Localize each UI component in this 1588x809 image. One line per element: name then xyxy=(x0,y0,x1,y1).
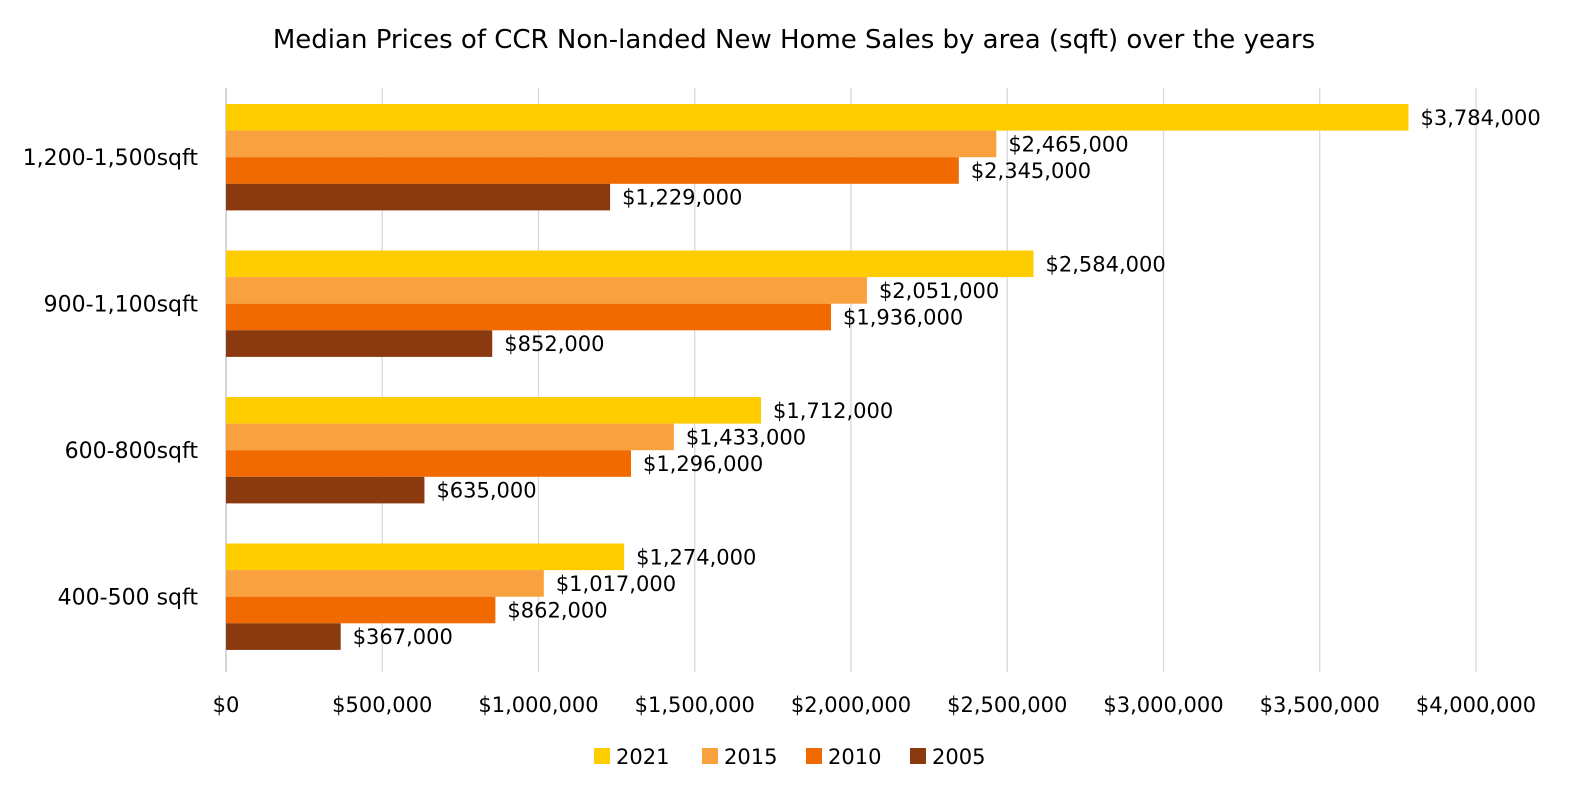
bar-2015-900-1-100sqft xyxy=(226,277,867,304)
x-tick-label: $500,000 xyxy=(332,693,432,717)
x-tick-label: $1,000,000 xyxy=(478,693,598,717)
data-label: $862,000 xyxy=(507,599,607,623)
x-tick-label: $3,000,000 xyxy=(1103,693,1223,717)
x-tick-label: $0 xyxy=(213,693,240,717)
bar-2021-400-500-sqft xyxy=(226,543,625,571)
data-label: $2,051,000 xyxy=(879,279,999,303)
bar-2021-600-800sqft xyxy=(226,397,761,424)
bar-2010-900-1-100sqft xyxy=(226,303,831,331)
data-label: $2,345,000 xyxy=(971,159,1091,183)
data-label: $1,274,000 xyxy=(636,545,756,569)
data-label: $1,229,000 xyxy=(622,186,742,210)
legend-swatch-2021 xyxy=(594,748,610,764)
bar-2015-400-500-sqft xyxy=(226,570,544,597)
category-label: 1,200-1,500sqft xyxy=(23,146,199,171)
x-tick-label: $1,500,000 xyxy=(635,693,755,717)
bar-2005-400-500-sqft xyxy=(226,623,341,650)
data-label: $852,000 xyxy=(504,332,604,356)
chart-title: Median Prices of CCR Non-landed New Home… xyxy=(273,25,1315,55)
legend-label: 2021 xyxy=(616,745,669,769)
data-label: $635,000 xyxy=(436,479,536,503)
data-label: $1,296,000 xyxy=(643,452,763,476)
legend-label: 2010 xyxy=(828,745,881,769)
data-label: $3,784,000 xyxy=(1421,106,1541,130)
bar-2010-400-500-sqft xyxy=(226,596,496,624)
category-label: 400-500 sqft xyxy=(58,586,199,611)
data-label: $2,465,000 xyxy=(1008,132,1128,156)
category-label: 600-800sqft xyxy=(65,439,199,464)
data-label: $1,936,000 xyxy=(843,306,963,330)
data-labels: $3,784,000 $2,584,000 $1,712,000 $1,274,000… xyxy=(353,106,1541,649)
bar-2021-900-1-100sqft xyxy=(226,250,1034,278)
legend: 2021 2015 2010 2005 xyxy=(594,745,985,769)
category-label: 900-1,100sqft xyxy=(44,293,199,318)
bar-2015-1-200-1-500sqft xyxy=(226,130,997,158)
bar-2005-900-1-100sqft xyxy=(226,330,493,357)
x-tick-label: $2,500,000 xyxy=(947,693,1067,717)
data-label: $1,433,000 xyxy=(686,425,806,449)
legend-label: 2015 xyxy=(724,745,777,769)
data-label: $1,017,000 xyxy=(556,572,676,596)
x-tick-label: $4,000,000 xyxy=(1416,693,1536,717)
legend-label: 2005 xyxy=(932,745,985,769)
data-label: $367,000 xyxy=(353,625,453,649)
bar-2021-1-200-1-500sqft xyxy=(226,104,1409,131)
bar-2010-600-800sqft xyxy=(226,450,631,477)
legend-swatch-2005 xyxy=(910,748,926,764)
data-label: $2,584,000 xyxy=(1046,252,1166,276)
bars xyxy=(226,104,1409,650)
bar-2015-600-800sqft xyxy=(226,423,674,451)
data-label: $1,712,000 xyxy=(773,399,893,423)
bar-2010-1-200-1-500sqft xyxy=(226,157,959,184)
x-tick-label: $2,000,000 xyxy=(791,693,911,717)
bar-2005-1-200-1-500sqft xyxy=(226,183,611,211)
category-labels: 1,200-1,500sqft 900-1,100sqft 600-800sqft 4… xyxy=(23,146,199,611)
x-axis-tick-labels: $0 $500,000 $1,000,000 $1,500,000 $2,000,000… xyxy=(213,693,1536,717)
x-tick-label: $3,500,000 xyxy=(1260,693,1380,717)
legend-swatch-2010 xyxy=(806,748,822,764)
bar-2005-600-800sqft xyxy=(226,476,425,504)
legend-swatch-2015 xyxy=(702,748,718,764)
